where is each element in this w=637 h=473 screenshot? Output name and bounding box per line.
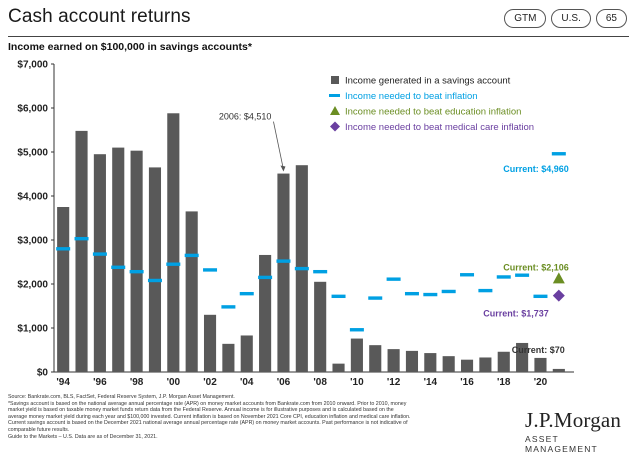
footnote-line: Guide to the Markets – U.S. Data are as … bbox=[8, 433, 158, 440]
footnotes: Source: Bankrate.com, BLS, FactSet, Fede… bbox=[8, 394, 528, 440]
bar-2014 bbox=[424, 353, 437, 372]
legend-swatch-medical bbox=[330, 121, 340, 132]
jpmorgan-logo: J.P.Morgan ASSET MANAGEMENT bbox=[525, 408, 630, 454]
gtm-badge: GTM bbox=[504, 9, 547, 28]
page-title: Cash account returns bbox=[8, 6, 191, 27]
x-tick-label: '14 bbox=[424, 377, 438, 388]
bar-1997 bbox=[112, 147, 125, 372]
x-tick-label: '94 bbox=[56, 377, 70, 388]
x-tick-label: '18 bbox=[497, 377, 511, 388]
footnote-line: Source: Bankrate.com, BLS, FactSet, Fede… bbox=[8, 394, 235, 400]
footnote-line: Current savings account is based on the … bbox=[8, 420, 408, 427]
annotation-2006-arrowhead bbox=[280, 165, 286, 172]
legend-label-inflation: Income needed to beat inflation bbox=[345, 91, 478, 102]
legend-swatch-income bbox=[331, 76, 339, 84]
bar-2020 bbox=[534, 357, 547, 372]
annotation-current-income: Current: $70 bbox=[512, 345, 565, 355]
x-tick-label: '04 bbox=[240, 377, 254, 388]
medical-marker-2021 bbox=[552, 289, 565, 302]
footnote-line: average money market yield during each y… bbox=[8, 413, 411, 420]
x-tick-label: '10 bbox=[350, 377, 364, 388]
y-tick-label: $2,000 bbox=[17, 280, 48, 291]
bar-2002 bbox=[203, 314, 217, 372]
bar-2004 bbox=[240, 335, 253, 372]
bar-2001 bbox=[185, 211, 198, 372]
footnote-line: *Savings account is based on the nationa… bbox=[8, 400, 407, 407]
bar-1995 bbox=[75, 130, 88, 372]
x-tick-label: '16 bbox=[460, 377, 474, 388]
savings-income-chart: $0 $1,000 $2,000 $3,000 $4,000 $5,000 $6,000 $7… bbox=[17, 60, 574, 388]
annotation-current-inflation: Current: $4,960 bbox=[503, 164, 569, 174]
footnote-line: comparable future results. bbox=[8, 426, 70, 433]
footnote-line: market yield is based on taxable money m… bbox=[8, 407, 394, 414]
x-tick-label: '06 bbox=[277, 377, 291, 388]
title-divider bbox=[8, 36, 629, 37]
annotation-current-education: Current: $2,106 bbox=[503, 262, 569, 272]
logo-wordmark: J.P.Morgan bbox=[525, 408, 622, 432]
annotation-2006-leader bbox=[273, 121, 284, 170]
bar-2013 bbox=[405, 350, 419, 372]
y-tick-label: $1,000 bbox=[17, 324, 48, 335]
bar-2018 bbox=[497, 351, 510, 372]
chart-title: Income earned on $100,000 in savings acc… bbox=[8, 41, 252, 53]
bar-2017 bbox=[479, 357, 492, 372]
y-tick-label: $7,000 bbox=[17, 60, 48, 71]
bar-2008 bbox=[314, 281, 327, 372]
annotation-2006-peak: 2006: $4,510 bbox=[219, 112, 272, 122]
legend-label-income: Income generated in a savings account bbox=[345, 76, 511, 87]
x-tick-label: '02 bbox=[203, 377, 217, 388]
y-tick-label: $4,000 bbox=[17, 192, 48, 203]
y-tick-label: $6,000 bbox=[17, 104, 48, 115]
page-number-badge: 65 bbox=[595, 9, 627, 28]
annotation-current-medical: Current: $1,737 bbox=[483, 309, 549, 319]
bar-1996 bbox=[93, 154, 106, 372]
y-tick-label: $3,000 bbox=[17, 236, 48, 247]
y-tick-label: $0 bbox=[37, 368, 49, 379]
x-tick-label: '08 bbox=[313, 377, 327, 388]
bar-2012 bbox=[387, 349, 400, 372]
bar-2003 bbox=[222, 343, 235, 372]
legend-label-education: Income needed to beat education inflatio… bbox=[345, 107, 521, 118]
region-badge: U.S. bbox=[551, 9, 591, 28]
bar-2019 bbox=[516, 342, 529, 372]
bar-1994 bbox=[57, 207, 70, 372]
legend-swatch-education bbox=[330, 106, 340, 115]
bar-1999 bbox=[148, 167, 162, 372]
bar-2009 bbox=[332, 363, 345, 372]
x-tick-label: '12 bbox=[387, 377, 401, 388]
badge-group: GTM U.S. 65 bbox=[504, 9, 627, 28]
bar-2000 bbox=[167, 113, 180, 372]
legend-label-medical: Income needed to beat medical care infla… bbox=[345, 122, 534, 133]
bar-2016 bbox=[460, 359, 474, 372]
bar-2021 bbox=[552, 368, 565, 372]
bar-2011 bbox=[369, 345, 382, 372]
x-tick-label: '96 bbox=[93, 377, 107, 388]
bar-2015 bbox=[442, 356, 455, 372]
bar-1998 bbox=[130, 150, 143, 372]
logo-tagline: ASSET MANAGEMENT bbox=[525, 434, 598, 454]
x-tick-label: '00 bbox=[167, 377, 181, 388]
x-tick-label: '98 bbox=[130, 377, 144, 388]
y-tick-label: $5,000 bbox=[17, 148, 48, 159]
bar-2010 bbox=[350, 338, 363, 372]
x-tick-label: '20 bbox=[534, 377, 548, 388]
bar-2006 bbox=[277, 173, 290, 372]
education-marker-2021 bbox=[552, 272, 565, 284]
bar-2005 bbox=[259, 254, 272, 372]
